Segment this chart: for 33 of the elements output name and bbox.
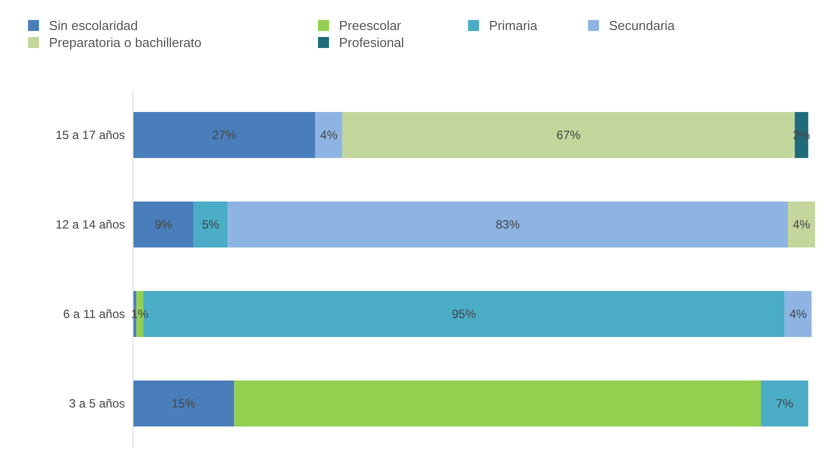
- y-tick-label: 6 a 11 años: [63, 307, 125, 322]
- data-label: 7%: [776, 396, 794, 410]
- bar: [228, 202, 788, 248]
- legend-label: Preparatoria o bachillerato: [49, 35, 202, 50]
- legend-label: Preescolar: [339, 18, 402, 33]
- legend-label: Sin escolaridad: [49, 18, 138, 33]
- data-label: 4%: [789, 307, 808, 321]
- bar: [788, 202, 815, 248]
- legend-label: Profesional: [339, 35, 404, 50]
- legend-label: Primaria: [489, 18, 538, 33]
- data-label: 4%: [320, 128, 338, 142]
- data-label: 4%: [792, 218, 810, 232]
- data-label: 27%: [212, 128, 236, 142]
- bar: [133, 380, 234, 426]
- bar: [133, 112, 316, 158]
- data-label: 9%: [154, 218, 172, 232]
- data-label: 83%: [496, 218, 520, 232]
- bar: [760, 380, 808, 426]
- data-label: 5%: [202, 218, 220, 232]
- data-label: 67%: [556, 128, 581, 142]
- bar: [194, 202, 228, 248]
- y-tick-label: 3 a 5 años: [68, 396, 125, 411]
- bar: [784, 291, 812, 337]
- y-tick-label: 15 a 17 años: [56, 128, 125, 142]
- bar: [234, 380, 761, 426]
- legend-label: Secundaria: [609, 18, 675, 33]
- bar: [133, 202, 194, 248]
- data-label: 15%: [172, 396, 196, 410]
- y-tick-label: 12 a 14 años: [56, 218, 125, 232]
- bar: [315, 112, 342, 158]
- bar: [342, 112, 795, 158]
- data-label: 1%: [131, 307, 149, 321]
- data-label: 95%: [452, 307, 476, 321]
